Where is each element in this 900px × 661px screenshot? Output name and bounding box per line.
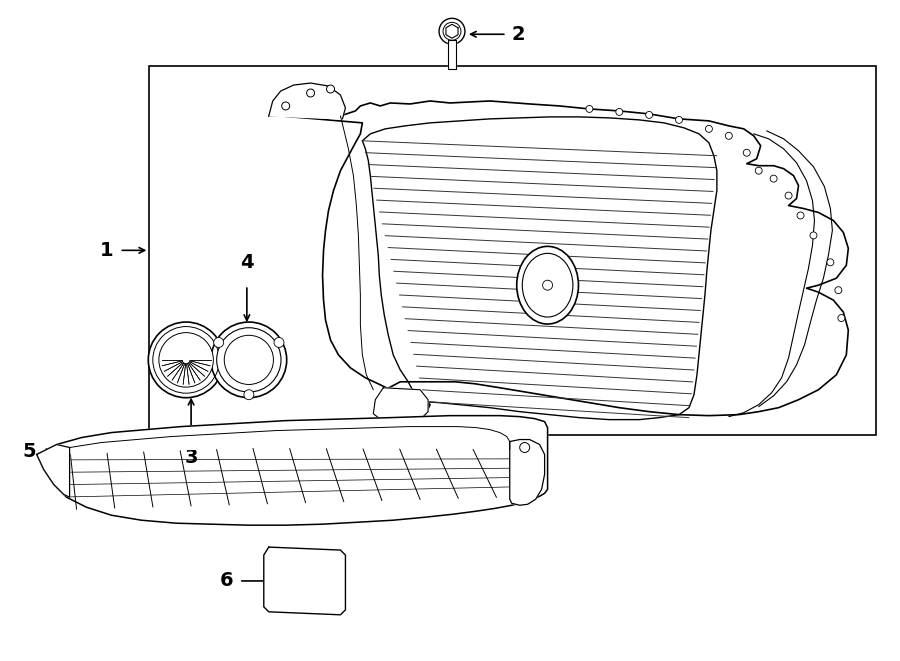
Text: 3: 3 <box>184 447 198 467</box>
Circle shape <box>743 149 751 156</box>
Polygon shape <box>37 444 69 497</box>
Circle shape <box>543 280 553 290</box>
Circle shape <box>827 259 834 266</box>
Circle shape <box>439 19 465 44</box>
Text: 1: 1 <box>100 241 113 260</box>
Polygon shape <box>37 416 547 455</box>
Circle shape <box>755 167 762 174</box>
Circle shape <box>835 287 842 293</box>
Circle shape <box>211 322 287 398</box>
Circle shape <box>797 212 804 219</box>
Circle shape <box>244 390 254 400</box>
Circle shape <box>327 85 335 93</box>
Text: 2: 2 <box>512 24 526 44</box>
Polygon shape <box>264 547 346 615</box>
Circle shape <box>676 116 682 124</box>
Circle shape <box>274 338 284 348</box>
Circle shape <box>706 126 713 132</box>
Circle shape <box>217 328 281 392</box>
Polygon shape <box>509 440 544 505</box>
Circle shape <box>224 335 274 385</box>
Circle shape <box>785 192 792 199</box>
Circle shape <box>645 112 652 118</box>
Polygon shape <box>269 83 346 119</box>
Circle shape <box>586 106 593 112</box>
Circle shape <box>282 102 290 110</box>
Circle shape <box>725 132 733 139</box>
Polygon shape <box>446 24 458 38</box>
Circle shape <box>159 332 213 387</box>
Ellipse shape <box>522 253 573 317</box>
Text: 5: 5 <box>22 442 36 461</box>
Polygon shape <box>374 388 428 424</box>
Circle shape <box>770 175 777 182</box>
Circle shape <box>443 22 461 40</box>
Circle shape <box>519 442 530 453</box>
Circle shape <box>148 322 224 398</box>
Text: 6: 6 <box>220 572 233 590</box>
Polygon shape <box>448 40 456 69</box>
Ellipse shape <box>517 247 579 324</box>
Bar <box>149 66 877 434</box>
Circle shape <box>810 232 817 239</box>
Text: 4: 4 <box>240 253 254 272</box>
Circle shape <box>616 108 623 116</box>
Polygon shape <box>269 91 849 422</box>
Circle shape <box>838 315 845 321</box>
Circle shape <box>307 89 315 97</box>
Circle shape <box>213 338 224 348</box>
